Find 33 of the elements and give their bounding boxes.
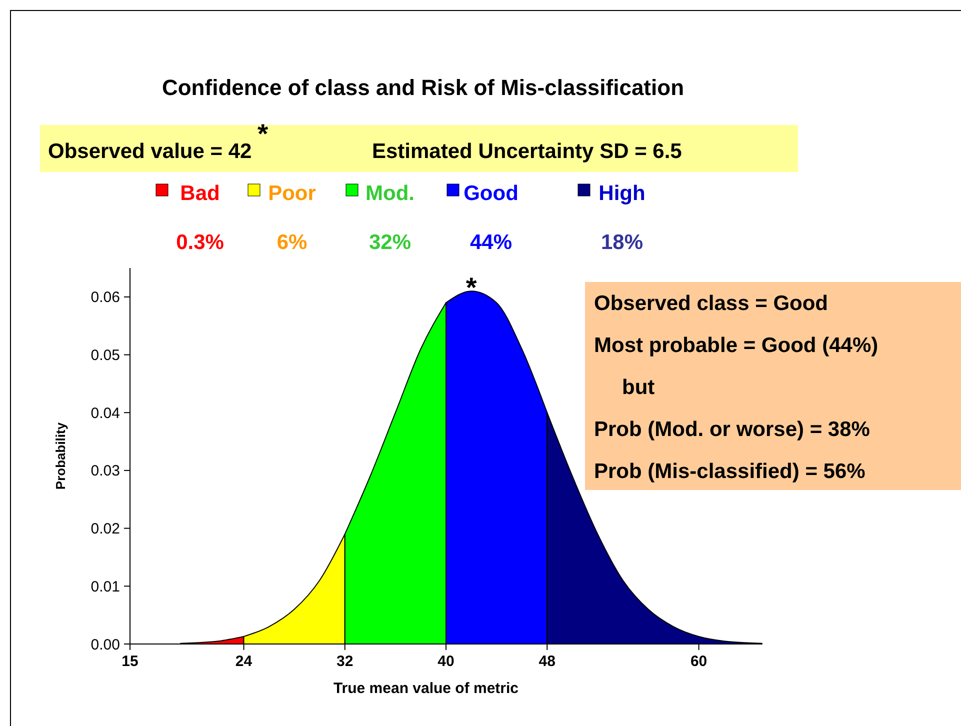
legend-label: Bad: [180, 182, 220, 205]
x-tick-label: 60: [690, 653, 708, 670]
y-tick-label: 0.00: [90, 636, 120, 654]
x-tick-label: 32: [336, 653, 354, 670]
x-axis-title: True mean value of metric: [333, 680, 519, 697]
text: 44%: [470, 231, 512, 254]
legend-label: High: [598, 182, 646, 205]
y-tick-label: 0.01: [90, 578, 120, 596]
text: 32%: [368, 231, 412, 254]
annotation: Prob (Mod. or worse) = 38%: [594, 418, 870, 441]
text: Estimated Uncertainty SD = 6.5: [372, 140, 682, 163]
x-tick-label: 40: [438, 653, 454, 670]
y-tick-label: 0.05: [90, 347, 120, 364]
annotation: *: [466, 272, 477, 304]
chart-title: Confidence of class and Risk of Mis-classification: [162, 75, 684, 100]
text: 0.3%: [176, 231, 224, 254]
legend-label: Poor: [268, 182, 316, 205]
legend-label: Mod.: [366, 182, 414, 205]
y-tick-label: 0.06: [90, 289, 120, 306]
annotation: but: [622, 376, 655, 399]
text: 6%: [276, 231, 308, 254]
y-tick-label: 0.03: [90, 462, 120, 480]
y-tick-label: 0.02: [90, 520, 120, 538]
annotation: Most probable = Good (44%): [594, 334, 878, 357]
text: 18%: [600, 231, 644, 254]
annotation: Prob (Mis-classified) = 56%: [594, 460, 866, 483]
x-tick-label: 15: [122, 653, 138, 670]
y-tick-label: 0.04: [90, 404, 120, 422]
annotation: Observed class = Good: [594, 292, 828, 315]
x-tick-label: 48: [538, 653, 556, 670]
x-tick-label: 24: [235, 653, 253, 670]
legend-label: Good: [464, 182, 518, 205]
y-axis-title: Probability: [53, 422, 68, 490]
